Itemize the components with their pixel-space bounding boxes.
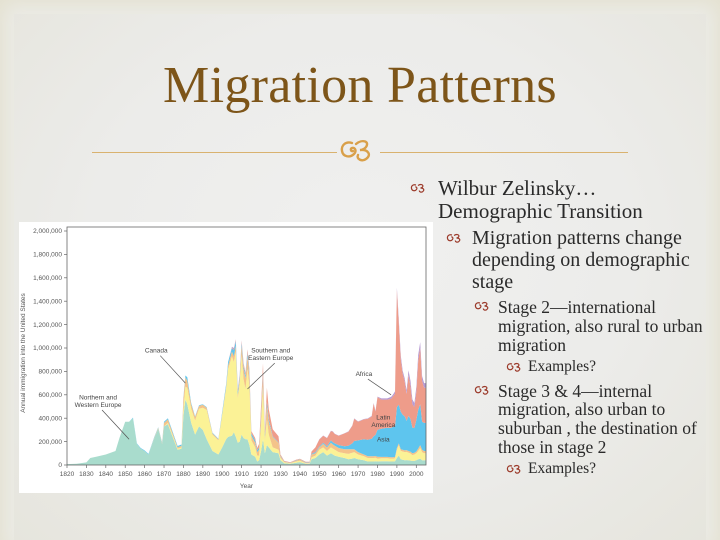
x-tick-label: 1950 xyxy=(312,471,327,478)
area-canada xyxy=(67,345,426,465)
area-northern-and-western-europe xyxy=(67,399,426,465)
y-tick-label: 600,000 xyxy=(39,392,63,399)
y-tick-label: 0 xyxy=(58,462,62,469)
annotation-label: Western Europe xyxy=(75,402,122,409)
y-tick-label: 1,400,000 xyxy=(33,298,62,305)
bullet-marker-icon xyxy=(474,301,490,314)
bullet-text: Wilbur Zelinsky… Demographic Transition xyxy=(438,176,643,223)
title-divider-left xyxy=(92,152,337,153)
stacked-area-chart: 0 200,000 400,000 600,000 800,000 1,000,000 1,… xyxy=(20,226,427,490)
annotation-leader-line xyxy=(247,362,275,390)
bullet-text: Stage 2—international migration, also ru… xyxy=(498,297,703,355)
bullet-level-4: Examples? xyxy=(408,357,713,376)
x-tick-label: 1930 xyxy=(273,471,288,478)
slide-title: Migration Patterns xyxy=(163,57,557,114)
y-tick-label: 1,800,000 xyxy=(33,252,62,259)
annotation-label: Asia xyxy=(377,437,390,444)
x-tick-label: 1920 xyxy=(254,471,269,478)
x-tick-label: 1970 xyxy=(351,471,366,478)
x-tick-label: 1840 xyxy=(99,471,114,478)
immigration-chart: 0 200,000 400,000 600,000 800,000 1,000,000 1,… xyxy=(19,222,433,493)
annotation-label: Latin xyxy=(376,414,390,421)
annotation-label: Eastern Europe xyxy=(248,355,294,362)
bullet-list: Wilbur Zelinsky… Demographic Transition M… xyxy=(408,177,713,484)
x-tick-label: 1820 xyxy=(60,471,75,478)
x-axis-label: Year xyxy=(240,483,254,490)
bullet-marker-icon xyxy=(506,464,522,478)
bullet-level-2: Migration patterns change depending on d… xyxy=(408,228,713,293)
annotation-label: America xyxy=(371,422,395,429)
x-tick-label: 2000 xyxy=(409,471,424,478)
bullet-level-3: Stage 3 & 4—internal migration, also urb… xyxy=(408,380,713,458)
annotation-label: Canada xyxy=(145,348,168,355)
x-tick-label: 1990 xyxy=(390,471,405,478)
bullet-text: Examples? xyxy=(528,460,597,478)
x-tick-label: 1940 xyxy=(293,471,308,478)
annotation-leader-line xyxy=(101,409,130,440)
title-divider-right xyxy=(380,152,628,153)
annotation-leader-line xyxy=(160,355,186,384)
x-tick-label: 1890 xyxy=(196,471,211,478)
annotation-label: Northern and xyxy=(79,394,117,401)
area-southern-and-eastern-europe xyxy=(67,351,426,465)
x-tick-label: 1860 xyxy=(137,471,152,478)
x-tick-label: 1900 xyxy=(215,471,230,478)
bullet-text: Stage 3 & 4—internal migration, also urb… xyxy=(498,380,697,458)
x-tick-label: 1960 xyxy=(331,471,346,478)
bullet-marker-icon xyxy=(506,362,522,376)
annotation-leader-line xyxy=(367,378,392,396)
bullet-text: Migration patterns change depending on d… xyxy=(472,227,690,293)
bullet-marker-icon xyxy=(474,385,490,398)
bullet-level-3: Stage 2—international migration, also ru… xyxy=(408,298,713,355)
y-tick-label: 2,000,000 xyxy=(33,228,62,235)
y-tick-label: 1,600,000 xyxy=(33,275,62,282)
bullet-level-1: Wilbur Zelinsky… Demographic Transition xyxy=(408,177,713,222)
plot-frame xyxy=(66,226,427,466)
y-tick-label: 200,000 xyxy=(39,439,63,446)
bullet-marker-icon xyxy=(410,181,426,197)
x-tick-label: 1830 xyxy=(79,471,94,478)
y-tick-label: 400,000 xyxy=(39,415,63,422)
x-tick-label: 1880 xyxy=(176,471,191,478)
annotation-label: Africa xyxy=(356,371,373,378)
x-tick-label: 1850 xyxy=(118,471,133,478)
x-tick-label: 1980 xyxy=(370,471,385,478)
bullet-marker-icon xyxy=(446,232,462,247)
bullet-level-4: Examples? xyxy=(408,460,713,478)
y-axis-label: Annual immigration into the United State… xyxy=(20,292,27,412)
annotation-label: Southern and xyxy=(251,348,290,355)
y-tick-label: 1,200,000 xyxy=(33,322,62,329)
bullet-text: Examples? xyxy=(528,357,597,375)
x-tick-label: 1910 xyxy=(234,471,249,478)
area-asia xyxy=(67,341,426,465)
y-tick-label: 1,000,000 xyxy=(33,345,62,352)
flourish-ornament-icon xyxy=(336,135,382,165)
y-tick-label: 800,000 xyxy=(39,369,63,376)
x-tick-label: 1870 xyxy=(157,471,172,478)
